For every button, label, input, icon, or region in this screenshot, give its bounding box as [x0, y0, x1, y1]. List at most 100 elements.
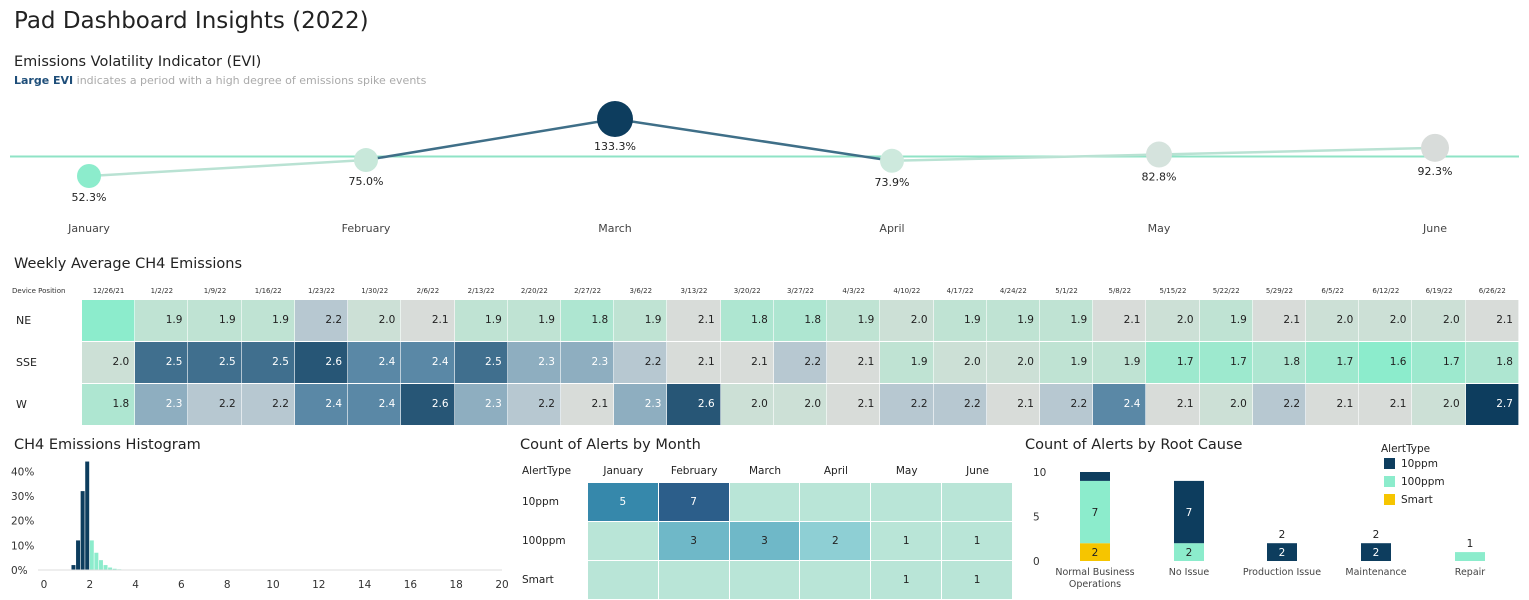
- hist-x-tick-label: 2: [86, 579, 93, 591]
- heatmap-column-label: 6/26/22: [1478, 287, 1506, 295]
- root-y-tick-label: 10: [1033, 467, 1046, 479]
- heatmap-cell: 2.1: [1465, 300, 1519, 341]
- heatmap-column-label: 2/20/22: [520, 287, 548, 295]
- heatmap-cell: 2.2: [880, 384, 934, 425]
- heatmap-column-label: 1/16/22: [254, 287, 282, 295]
- heatmap-column-label: 1/2/22: [150, 287, 174, 295]
- hist-y-tick-label: 40%: [11, 466, 34, 478]
- heatmap-cell: 2.1: [720, 342, 774, 383]
- alerts-month-table: AlertType January February March April May Jun…: [516, 460, 1014, 600]
- heatmap-cell: 2.4: [348, 342, 402, 383]
- heatmap-cell: 2.2: [773, 342, 828, 383]
- heatmap-cell: 2.3: [614, 384, 668, 425]
- heatmap-column-label: 2/27/22: [574, 287, 602, 295]
- hist-x-tick-label: 4: [132, 579, 139, 591]
- evi-section-title: Emissions Volatility Indicator (EVI): [14, 54, 262, 70]
- heatmap-column-label: 4/24/22: [999, 287, 1027, 295]
- heatmap-cell: 2.0: [348, 300, 402, 341]
- evi-data-label: 92.3%: [1418, 165, 1453, 178]
- hist-bar: [94, 552, 99, 570]
- root-bar-label: 2: [1186, 547, 1193, 559]
- heatmap-cell: 1.7: [1199, 342, 1253, 383]
- heatmap-cell: 2.0: [880, 300, 934, 341]
- heatmap-column-label: 6/5/22: [1321, 287, 1344, 295]
- evi-point-january: [77, 164, 101, 188]
- heatmap-cell: 2.5: [454, 342, 508, 383]
- evi-point-march: [597, 101, 633, 137]
- page-title: Pad Dashboard Insights (2022): [14, 8, 369, 34]
- heatmap-column-label: 3/20/22: [733, 287, 761, 295]
- evi-segment: [1158, 146, 1436, 156]
- root-legend-title: AlertType: [1381, 443, 1430, 455]
- alerts-cell: [587, 561, 659, 600]
- evi-line-chart: 52.3% January 75.0% February 133.3% March 73.9…: [10, 101, 1519, 235]
- heatmap-cell: 2.3: [454, 384, 508, 425]
- root-bar-segment: [1080, 472, 1110, 481]
- hist-bar: [80, 491, 85, 570]
- heatmap-cell: 1.9: [933, 300, 987, 341]
- root-bar-segment: [1455, 552, 1485, 561]
- heatmap-row: NE 1.9 1.9 1.9 2.2 2.0 2.1 1.9 1.9 1.8 1.9 2.1 1.8 1.…: [10, 299, 1519, 341]
- evi-x-tick-label: January: [67, 222, 110, 235]
- root-y-tick-label: 0: [1033, 556, 1040, 568]
- heatmap-cell: 2.6: [401, 384, 455, 425]
- evi-segment: [365, 117, 616, 162]
- heatmap-column-label: 3/6/22: [629, 287, 653, 295]
- alerts-column-label: May: [895, 465, 918, 477]
- root-x-tick-label: Normal Business: [1055, 567, 1134, 578]
- heatmap-column-label: 6/12/22: [1372, 287, 1400, 295]
- heatmap-column-label: 1/9/22: [203, 287, 227, 295]
- heatmap-cell: 2.3: [135, 384, 189, 425]
- heatmap-row: SSE 2.0 2.5 2.5 2.5 2.6 2.4 2.4 2.5 2.3 2.3 2.2 2.1 2…: [10, 341, 1519, 383]
- alerts-cell: 5: [587, 483, 659, 522]
- heatmap-cell: 2.7: [1465, 384, 1519, 425]
- alerts-cell: [942, 483, 1014, 522]
- heatmap-cell: 2.1: [1306, 384, 1360, 425]
- alerts-column-label: June: [966, 465, 990, 477]
- heatmap-cell: 2.1: [1093, 300, 1147, 341]
- hist-x-tick-label: 16: [404, 579, 418, 591]
- evi-subtitle-highlight: Large EVI: [14, 74, 74, 87]
- heatmap-cell: 2.0: [773, 384, 828, 425]
- evi-point-february: [354, 148, 378, 173]
- hist-bar: [98, 560, 103, 570]
- alerts-cell: 3: [658, 522, 730, 561]
- heatmap-cell: 2.6: [294, 342, 349, 383]
- heatmap-cell: 2.6: [667, 384, 721, 425]
- heatmap-cell: 1.8: [1465, 342, 1519, 383]
- heatmap-cell: 1.9: [507, 300, 561, 341]
- heatmap-cell: 2.0: [720, 384, 774, 425]
- evi-segment: [88, 158, 367, 178]
- heatmap-column-label: 12/26/21: [92, 287, 125, 295]
- heatmap-cell: 2.3: [560, 342, 615, 383]
- alerts-cell: 1: [871, 561, 943, 600]
- heatmap-column-label: 4/10/22: [893, 287, 921, 295]
- heatmap-cell: 1.7: [1306, 342, 1360, 383]
- root-legend-label: Smart: [1401, 494, 1433, 506]
- alerts-cell: 2: [800, 522, 872, 561]
- root-bar-segment: [1267, 543, 1297, 561]
- root-x-tick-label: Repair: [1455, 567, 1486, 578]
- heatmap-cell: 2.3: [507, 342, 561, 383]
- alerts-cell: [729, 483, 801, 522]
- alerts-cell: 3: [729, 522, 801, 561]
- heatmap-cell: 2.4: [348, 384, 402, 425]
- alerts-table-header: AlertType January February March April May Jun…: [516, 460, 1013, 483]
- alerts-cell: 1: [871, 522, 943, 561]
- alerts-column-label: February: [670, 465, 718, 477]
- alerts-row-label: Smart: [522, 574, 554, 586]
- heatmap-row-label: SSE: [16, 356, 37, 369]
- alerts-row-header: AlertType: [522, 465, 572, 477]
- alerts-month-title: Count of Alerts by Month: [520, 437, 701, 453]
- heatmap-cell: 1.9: [614, 300, 668, 341]
- alerts-cell: 1: [942, 561, 1014, 600]
- heatmap-cell: 1.8: [82, 384, 136, 425]
- heatmap-cell: 2.0: [933, 342, 987, 383]
- alerts-cell: [800, 483, 872, 522]
- root-bar-segment: [1080, 543, 1110, 561]
- root-x-tick-label: No Issue: [1169, 567, 1210, 578]
- evi-x-tick-label: June: [1422, 222, 1447, 235]
- heatmap-cell: 1.9: [986, 300, 1040, 341]
- heatmap-cell: 2.2: [614, 342, 668, 383]
- heatmap-cell: 2.0: [1306, 300, 1360, 341]
